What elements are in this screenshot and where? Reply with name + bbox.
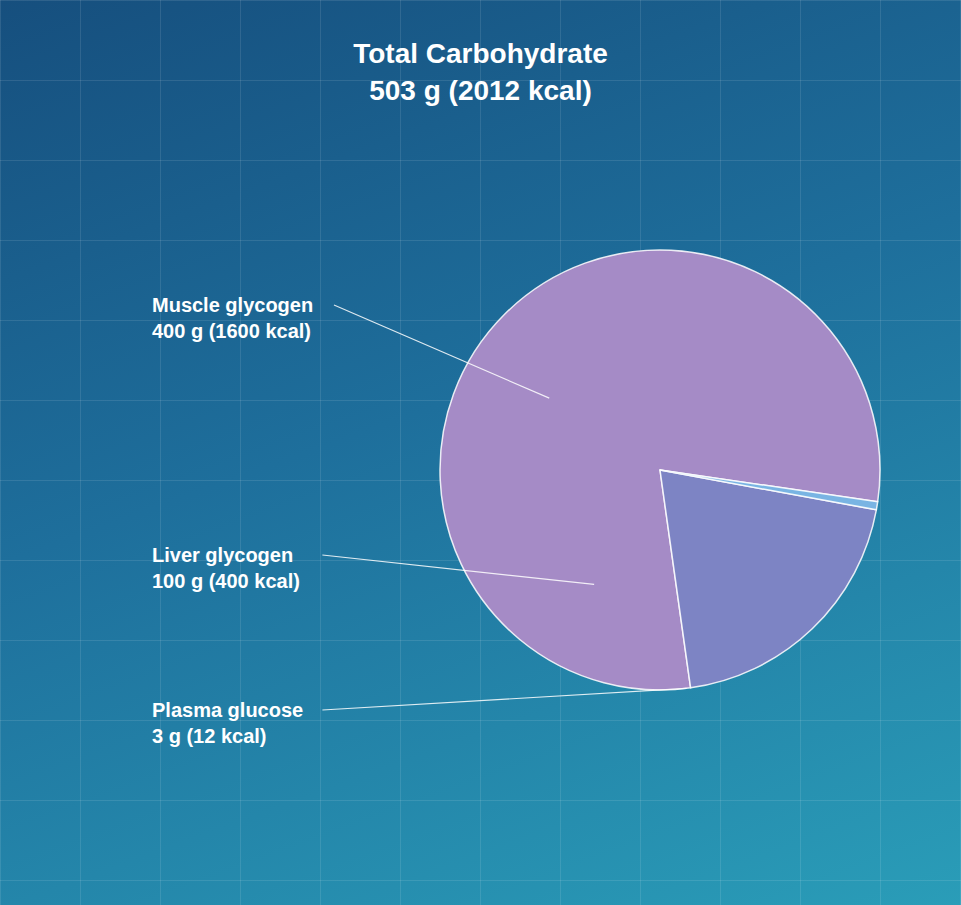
svg-text:Plasma glucose3 g (12 kcal): Plasma glucose3 g (12 kcal) <box>152 699 303 747</box>
svg-text:Total Carbohydrate503 g (2012: Total Carbohydrate503 g (2012 kcal) <box>353 38 608 105</box>
svg-text:Liver glycogen100 g (400 kcal): Liver glycogen100 g (400 kcal) <box>152 544 300 592</box>
svg-text:Muscle glycogen400 g (1600 kca: Muscle glycogen400 g (1600 kcal) <box>152 294 313 342</box>
